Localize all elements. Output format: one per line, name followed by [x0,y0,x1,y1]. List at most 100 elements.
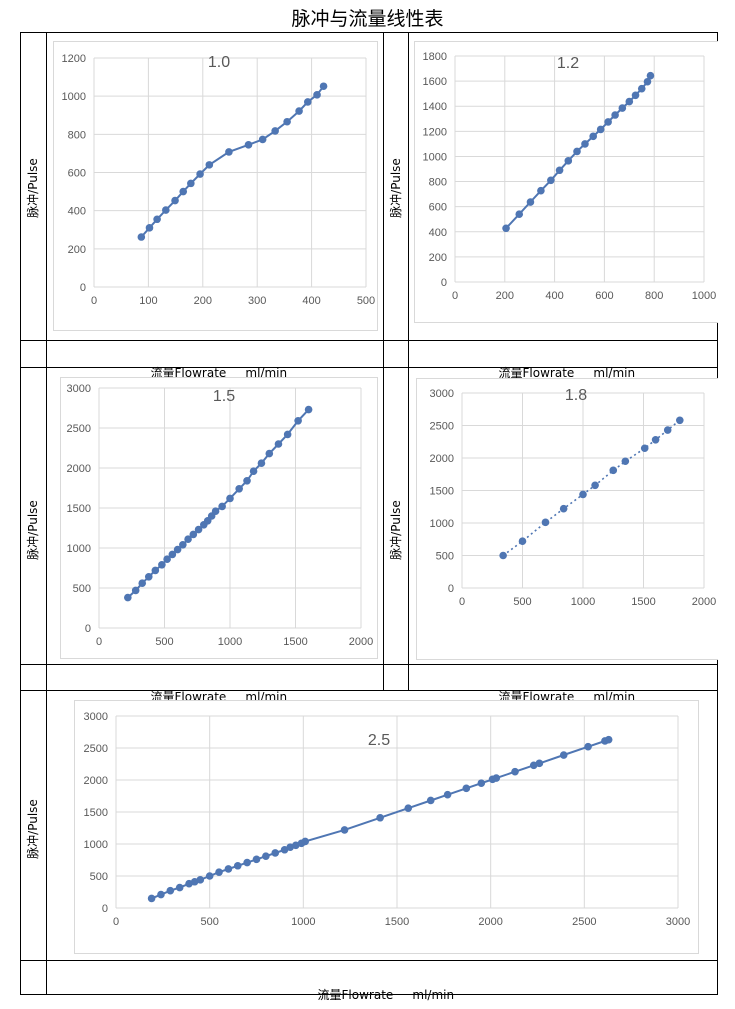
data-point [166,886,175,895]
data-point [340,826,349,834]
data-point [147,894,156,903]
data-point [304,405,313,414]
x-tick-label: 400 [545,290,563,302]
x-tick-label: 600 [595,290,613,302]
y-tick-label: 1000 [67,543,91,555]
data-point [226,494,234,503]
y-tick-label: 1500 [430,486,454,498]
data-point [225,148,233,156]
chart-title: 2.5 [368,732,390,749]
x-tick-label: 500 [357,295,375,307]
data-point [168,550,177,559]
data-point [175,883,184,892]
y-tick-label: 1200 [423,126,447,138]
data-point [274,440,283,448]
data-point [233,861,242,870]
data-point [609,466,618,475]
y-tick-label: 1500 [84,807,108,819]
data-point [295,107,303,115]
data-point [218,502,226,511]
data-point [579,490,587,499]
data-point [184,535,192,543]
y-tick-label: 1000 [430,518,454,530]
data-point [194,525,203,534]
data-point [492,774,501,782]
y-tick-label: 400 [68,206,86,218]
x-tick-label: 0 [91,295,97,307]
x-tick-label: 0 [113,916,119,928]
data-point [426,796,435,805]
data-point [215,868,223,876]
x-tick-label: 500 [200,916,218,928]
data-point [283,117,291,126]
row-divider-1 [20,340,718,341]
data-point [499,551,507,560]
row-divider-3 [20,664,718,665]
y-tick-label: 2500 [430,421,454,433]
data-point [376,813,384,822]
chart-title: 1.8 [565,387,587,404]
data-point [235,485,243,493]
y-tick-label: 800 [429,177,447,189]
data-point [618,104,627,112]
chart-title: 1.2 [557,55,579,72]
data-point [252,855,261,864]
y-tick-label: 400 [429,227,447,239]
y-tick-label: 1800 [423,51,447,63]
table-bottom-border [20,994,718,995]
x-tick-label: 2500 [572,916,596,928]
data-point [303,98,312,106]
data-point [187,179,195,188]
data-point [584,742,592,751]
y-tick-label: 2000 [84,775,108,787]
data-point [153,215,161,224]
x-tick-label: 2000 [692,596,716,608]
data-point [196,876,205,884]
data-point [271,849,280,857]
data-point [265,449,274,458]
data-point [676,416,684,425]
data-point [319,82,328,91]
data-point [189,530,198,539]
y-tick-label: 0 [441,277,447,289]
x-tick-label: 2000 [349,636,373,648]
y-tick-label: 600 [429,202,447,214]
data-point [604,735,613,744]
data-point [224,865,233,873]
data-point [559,504,568,513]
x-tick-label: 800 [645,290,663,302]
x-axis-label-1: 流量Flowrate ml/min [47,346,383,380]
data-point [640,444,649,453]
data-point [179,187,188,196]
data-point [137,233,146,241]
y-tick-label: 3000 [430,388,454,400]
x-tick-label: 1000 [291,916,315,928]
chart-title: 1.0 [208,54,230,71]
x-axis-label-unit: ml/min [412,988,455,1002]
data-point [564,157,573,165]
data-point [243,858,251,867]
data-point [646,71,655,80]
y-tick-label: 3000 [84,711,108,723]
y-tick-label: 2500 [84,743,108,755]
x-tick-label: 0 [452,290,458,302]
y-tick-label: 1500 [67,503,91,515]
data-point [144,573,153,581]
y-tick-label: 500 [73,583,91,595]
chart-frame-5 [74,700,699,954]
data-point [518,537,527,545]
y-tick-label: 1000 [84,839,108,851]
data-point [205,161,214,169]
data-point [257,459,266,468]
data-point [559,751,568,759]
data-point [621,457,630,466]
data-point [173,545,182,554]
row-divider-4 [20,690,718,691]
y-tick-label: 2000 [67,463,91,475]
x-tick-label: 500 [155,636,173,648]
data-point [262,852,270,860]
data-point [651,436,660,444]
x-tick-label: 1000 [218,636,242,648]
